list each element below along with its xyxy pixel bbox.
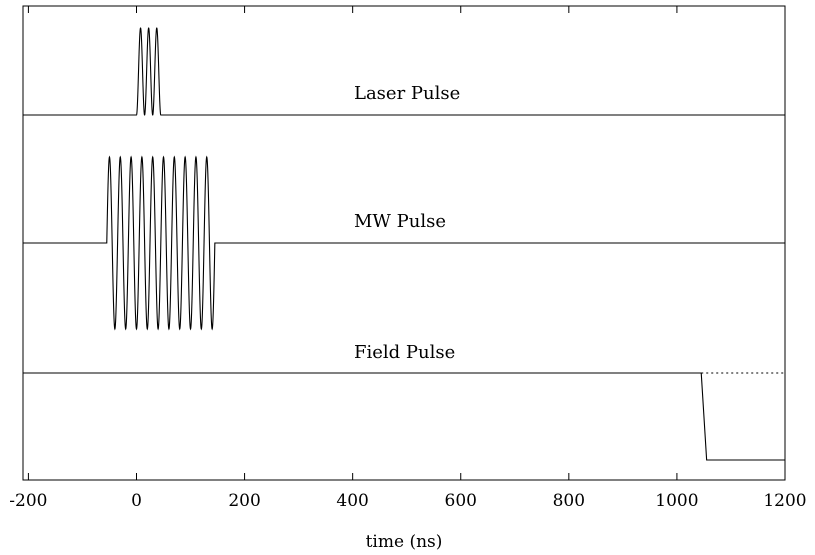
- x-tick-label: 200: [228, 491, 260, 511]
- x-tick-label: 1200: [763, 491, 806, 511]
- x-tick-label: 600: [445, 491, 477, 511]
- x-axis-title: time (ns): [366, 532, 443, 552]
- trace-field-pulse: [23, 372, 785, 461]
- trace-label: MW Pulse: [354, 211, 446, 232]
- trace-laser-pulse: [23, 27, 785, 116]
- x-ticks: [27, 6, 786, 480]
- x-tick-label: 400: [336, 491, 368, 511]
- trace-labels: Laser Pulse MW Pulse Field Pulse: [354, 83, 460, 363]
- trace-label: Field Pulse: [354, 342, 455, 363]
- x-tick-label: 1000: [655, 491, 698, 511]
- x-tick-label: 800: [553, 491, 585, 511]
- pulse-traces: [23, 27, 785, 461]
- x-tick-label: -200: [9, 491, 47, 511]
- x-tick-labels: -200 0 200 400 600 800 1000 1200: [9, 491, 806, 511]
- trace-label: Laser Pulse: [354, 83, 460, 104]
- trace-mw-pulse: [23, 155, 785, 331]
- x-tick-label: 0: [131, 491, 142, 511]
